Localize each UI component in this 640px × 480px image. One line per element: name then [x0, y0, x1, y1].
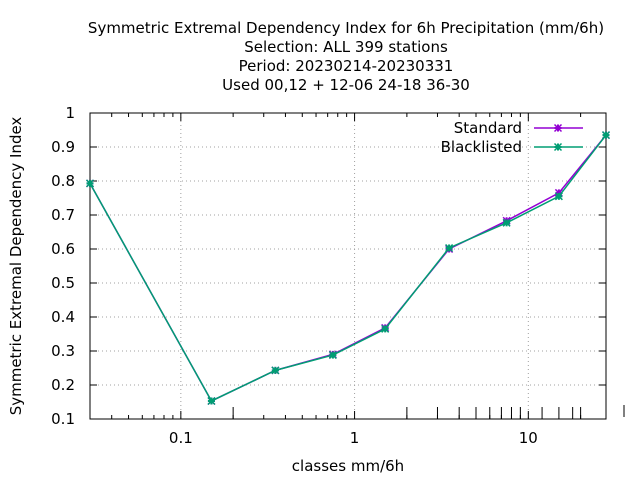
y-axis-label: Symmetric Extremal Dependency Index [7, 117, 25, 416]
y-tick-label: 0.3 [51, 342, 75, 360]
x-tick-label: 0.1 [169, 429, 193, 447]
data-point [554, 192, 563, 201]
data-point [328, 351, 337, 360]
y-tick-label: 0.5 [51, 274, 75, 292]
grid [90, 113, 606, 419]
plot-frame [89, 112, 607, 420]
legend-marker-1 [553, 123, 563, 133]
y-axis-ticks: 0.1 0.2 0.3 0.4 0.5 0.6 0.7 0.8 0.9 1 [51, 104, 606, 428]
y-tick-label: 0.8 [51, 172, 75, 190]
data-point [381, 324, 390, 333]
title-line-1: Symmetric Extremal Dependency Index for … [88, 19, 604, 37]
series [85, 131, 611, 406]
y-tick-label: 0.1 [51, 410, 75, 428]
data-point [85, 179, 95, 188]
data-point [271, 366, 280, 375]
data-point [207, 396, 216, 406]
legend-label-2: Blacklisted [441, 138, 522, 156]
x-axis-ticks: 0.1 1 10 [89, 113, 625, 447]
title-line-2: Selection: ALL 399 stations [244, 38, 448, 56]
y-tick-label: 1 [65, 104, 75, 122]
y-tick-label: 0.9 [51, 138, 75, 156]
chart-title: Symmetric Extremal Dependency Index for … [88, 19, 604, 94]
x-tick-label: 1 [350, 429, 360, 447]
y-tick-label: 0.6 [51, 240, 75, 258]
y-tick-label: 0.4 [51, 308, 75, 326]
data-point [601, 131, 611, 140]
x-tick-label: 10 [519, 429, 538, 447]
legend-label-1: Standard [454, 119, 522, 137]
title-line-4: Used 00,12 + 12-06 24-18 36-30 [222, 76, 470, 94]
x-axis-label: classes mm/6h [292, 457, 404, 475]
y-tick-label: 0.2 [51, 376, 75, 394]
y-tick-label: 0.7 [51, 206, 75, 224]
data-point [445, 243, 454, 253]
title-line-3: Period: 20230214-20230331 [239, 57, 454, 75]
data-point [502, 218, 511, 227]
legend-marker-2 [553, 142, 563, 152]
